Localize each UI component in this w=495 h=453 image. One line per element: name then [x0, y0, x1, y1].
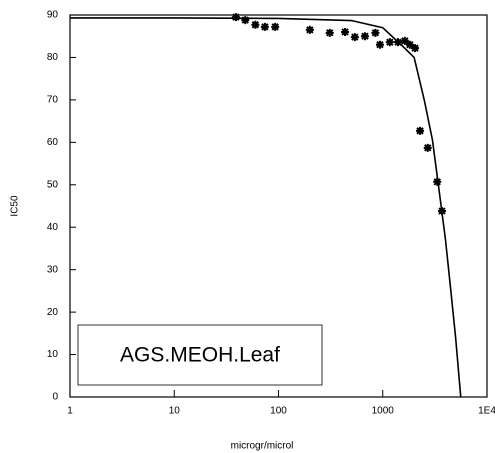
- data-point: [231, 13, 240, 22]
- y-tick-label: 40: [47, 222, 59, 233]
- y-tick-label: 0: [52, 392, 58, 403]
- x-tick-label: 100: [270, 406, 287, 417]
- data-point: [411, 44, 420, 53]
- x-tick-label: 10: [169, 406, 181, 417]
- y-tick-label: 70: [47, 95, 59, 106]
- y-tick-label: 20: [47, 307, 59, 318]
- annotation: AGS.MEOH.Leaf: [120, 344, 280, 367]
- data-point: [305, 25, 314, 34]
- data-point: [341, 27, 350, 36]
- y-tick-label: 80: [47, 52, 59, 63]
- y-tick-label: 90: [47, 10, 59, 21]
- x-tick-label: 1000: [372, 406, 395, 417]
- y-tick-label: 30: [47, 264, 59, 275]
- fit-line: [70, 17, 462, 398]
- data-point: [416, 126, 425, 135]
- data-point: [325, 28, 334, 37]
- x-tick-label: 1E4: [478, 406, 495, 417]
- x-axis-label: microgr/microl: [231, 441, 294, 452]
- data-point: [260, 22, 269, 31]
- y-tick-label: 50: [47, 179, 59, 190]
- data-point: [405, 40, 414, 49]
- data-point: [251, 20, 260, 29]
- y-tick-label: 10: [47, 349, 59, 360]
- data-point: [375, 40, 384, 49]
- data-point: [400, 36, 409, 45]
- annotation-box: [77, 324, 323, 386]
- data-point: [241, 16, 250, 25]
- data-point: [350, 33, 359, 42]
- y-tick-label: 60: [47, 137, 59, 148]
- data-point: [385, 38, 394, 47]
- y-axis-label: IC50: [10, 195, 21, 217]
- data-point: [360, 32, 369, 41]
- x-tick-label: 1: [67, 406, 73, 417]
- data-point: [271, 22, 280, 31]
- data-point: [423, 143, 432, 152]
- data-point: [371, 28, 380, 37]
